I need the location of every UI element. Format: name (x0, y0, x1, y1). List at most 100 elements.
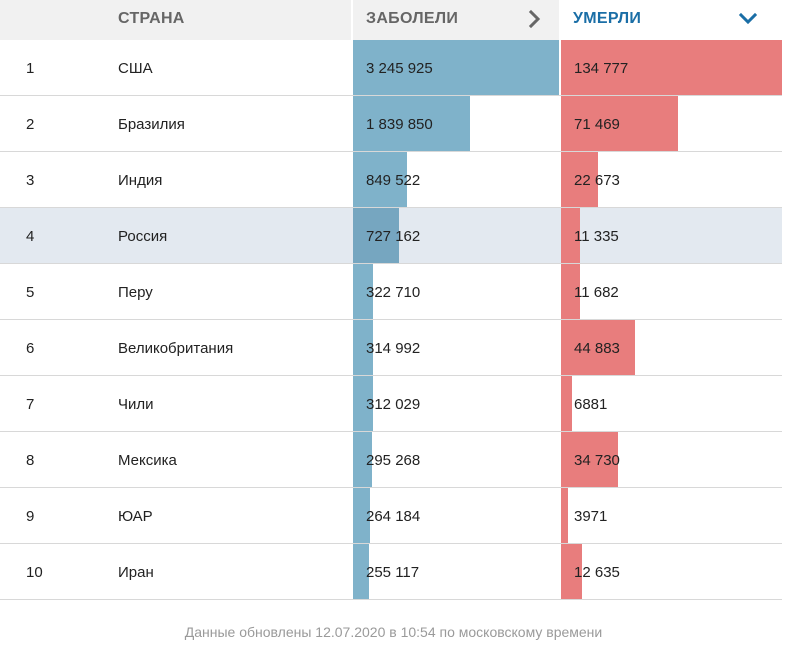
row-cases-cell: 3 245 925 (353, 40, 559, 95)
chevron-down-icon[interactable] (738, 8, 758, 30)
header-cases[interactable]: ЗАБОЛЕЛИ (353, 0, 559, 40)
row-cases-value: 255 117 (366, 564, 420, 581)
row-rank: 3 (26, 172, 35, 189)
table-row[interactable]: 3 Индия 849 522 22 673 (0, 152, 782, 208)
table-row[interactable]: 4 Россия 727 162 11 335 (0, 208, 782, 264)
header-deaths[interactable]: УМЕРЛИ (561, 0, 782, 40)
row-cases-value: 1 839 850 (366, 116, 433, 133)
table-header: СТРАНА ЗАБОЛЕЛИ УМЕРЛИ (0, 0, 787, 40)
row-cases-cell: 322 710 (353, 264, 559, 319)
row-rank: 1 (26, 60, 35, 77)
row-rank: 7 (26, 396, 35, 413)
row-rank: 8 (26, 452, 35, 469)
row-deaths-value: 3971 (574, 508, 608, 525)
deaths-bar (561, 40, 782, 95)
header-country[interactable]: СТРАНА (104, 0, 351, 40)
row-cases-cell: 314 992 (353, 320, 559, 375)
row-deaths-cell: 11 335 (561, 208, 782, 263)
deaths-bar (561, 488, 568, 543)
row-deaths-cell: 44 883 (561, 320, 782, 375)
row-cases-value: 264 184 (366, 508, 421, 525)
deaths-bar (561, 208, 580, 263)
row-cases-cell: 295 268 (353, 432, 559, 487)
chevron-right-icon[interactable] (525, 8, 545, 30)
deaths-bar (561, 544, 582, 599)
row-deaths-value: 44 883 (574, 340, 620, 357)
row-country: Перу (118, 284, 153, 301)
header-country-label: СТРАНА (118, 10, 185, 27)
cases-bar (353, 96, 470, 151)
row-deaths-cell: 3971 (561, 488, 782, 543)
row-deaths-value: 71 469 (574, 116, 620, 133)
cases-bar (353, 40, 559, 95)
cases-bar (353, 208, 399, 263)
row-deaths-cell: 6881 (561, 376, 782, 431)
deaths-bar (561, 320, 635, 375)
table-row[interactable]: 2 Бразилия 1 839 850 71 469 (0, 96, 782, 152)
row-rank: 5 (26, 284, 35, 301)
row-deaths-cell: 71 469 (561, 96, 782, 151)
row-cases-value: 3 245 925 (366, 60, 433, 77)
row-deaths-cell: 22 673 (561, 152, 782, 207)
row-deaths-value: 12 635 (574, 564, 620, 581)
cases-bar (353, 152, 407, 207)
row-deaths-value: 11 335 (574, 228, 619, 245)
cases-bar (353, 320, 373, 375)
row-cases-value: 322 710 (366, 284, 421, 301)
row-country: США (118, 60, 153, 77)
header-deaths-label: УМЕРЛИ (573, 10, 642, 27)
deaths-bar (561, 376, 572, 431)
row-cases-cell: 255 117 (353, 544, 559, 599)
row-cases-cell: 312 029 (353, 376, 559, 431)
cases-bar (353, 488, 370, 543)
deaths-bar (561, 96, 678, 151)
row-cases-cell: 264 184 (353, 488, 559, 543)
row-country: Мексика (118, 452, 177, 469)
deaths-bar (561, 152, 598, 207)
row-rank: 10 (26, 564, 43, 581)
header-cases-label: ЗАБОЛЕЛИ (366, 10, 459, 27)
row-country: Чили (118, 396, 154, 413)
row-deaths-value: 134 777 (574, 60, 629, 77)
update-note: Данные обновлены 12.07.2020 в 10:54 по м… (184, 624, 603, 640)
cases-bar (353, 432, 372, 487)
row-country: Великобритания (118, 340, 234, 357)
row-deaths-value: 22 673 (574, 172, 620, 189)
row-country: Бразилия (118, 116, 185, 133)
table-row[interactable]: 9 ЮАР 264 184 3971 (0, 488, 782, 544)
table-row[interactable]: 10 Иран 255 117 12 635 (0, 544, 782, 600)
row-rank: 6 (26, 340, 35, 357)
row-rank: 9 (26, 508, 35, 525)
row-rank: 2 (26, 116, 35, 133)
cases-bar (353, 264, 373, 319)
row-cases-cell: 1 839 850 (353, 96, 559, 151)
row-deaths-value: 6881 (574, 396, 608, 413)
row-deaths-value: 11 682 (574, 284, 619, 301)
row-country: Иран (118, 564, 154, 581)
deaths-bar (561, 432, 618, 487)
row-cases-cell: 727 162 (353, 208, 559, 263)
table-row[interactable]: 8 Мексика 295 268 34 730 (0, 432, 782, 488)
row-country: Россия (118, 228, 168, 245)
row-cases-cell: 849 522 (353, 152, 559, 207)
table-row[interactable]: 1 США 3 245 925 134 777 (0, 40, 782, 96)
row-rank: 4 (26, 228, 35, 245)
row-cases-value: 727 162 (366, 228, 421, 245)
table-row[interactable]: 7 Чили 312 029 6881 (0, 376, 782, 432)
row-cases-value: 295 268 (366, 452, 421, 469)
table-row[interactable]: 6 Великобритания 314 992 44 883 (0, 320, 782, 376)
row-deaths-cell: 134 777 (561, 40, 782, 95)
row-country: ЮАР (118, 508, 153, 525)
row-deaths-cell: 12 635 (561, 544, 782, 599)
row-country: Индия (118, 172, 163, 189)
header-rank-cell (0, 0, 104, 40)
cases-bar (353, 376, 373, 431)
cases-bar (353, 544, 369, 599)
row-cases-value: 849 522 (366, 172, 421, 189)
row-deaths-cell: 11 682 (561, 264, 782, 319)
row-cases-value: 314 992 (366, 340, 421, 357)
deaths-bar (561, 264, 580, 319)
row-deaths-value: 34 730 (574, 452, 620, 469)
table-row[interactable]: 5 Перу 322 710 11 682 (0, 264, 782, 320)
row-deaths-cell: 34 730 (561, 432, 782, 487)
